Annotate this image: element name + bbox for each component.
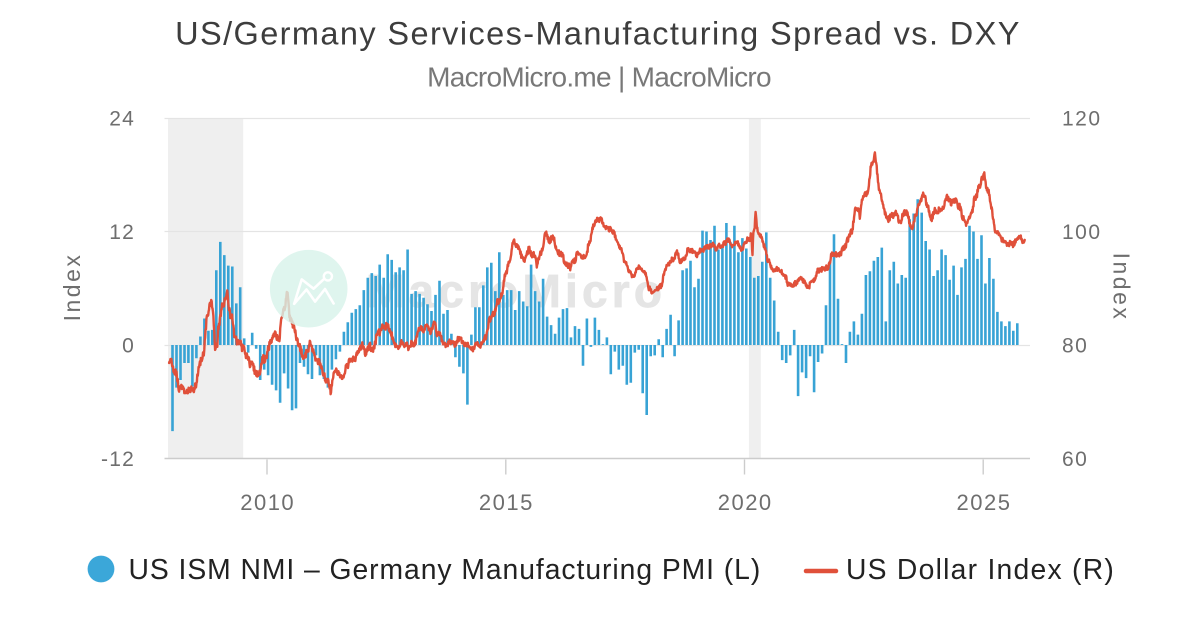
svg-text:US/Germany Services-Manufactur: US/Germany Services-Manufacturing Spread… bbox=[175, 15, 1021, 51]
svg-text:120: 120 bbox=[1062, 108, 1102, 131]
svg-text:2015: 2015 bbox=[479, 490, 534, 515]
svg-text:Index: Index bbox=[1109, 253, 1135, 322]
svg-text:MacroMicro.me | MacroMicro: MacroMicro.me | MacroMicro bbox=[427, 61, 771, 92]
svg-text:24: 24 bbox=[109, 108, 135, 131]
svg-text:2010: 2010 bbox=[240, 490, 295, 515]
svg-text:US Dollar Index (R): US Dollar Index (R) bbox=[846, 553, 1115, 585]
svg-text:US ISM NMI – Germany Manufactu: US ISM NMI – Germany Manufacturing PMI (… bbox=[129, 553, 762, 585]
svg-text:-12: -12 bbox=[101, 448, 135, 471]
svg-text:12: 12 bbox=[109, 221, 135, 244]
svg-text:80: 80 bbox=[1062, 335, 1088, 358]
svg-text:60: 60 bbox=[1062, 448, 1088, 471]
svg-text:100: 100 bbox=[1062, 221, 1102, 244]
svg-text:2025: 2025 bbox=[957, 490, 1012, 515]
svg-text:0: 0 bbox=[122, 335, 135, 358]
svg-text:Index: Index bbox=[59, 253, 85, 322]
svg-text:2020: 2020 bbox=[718, 490, 773, 515]
